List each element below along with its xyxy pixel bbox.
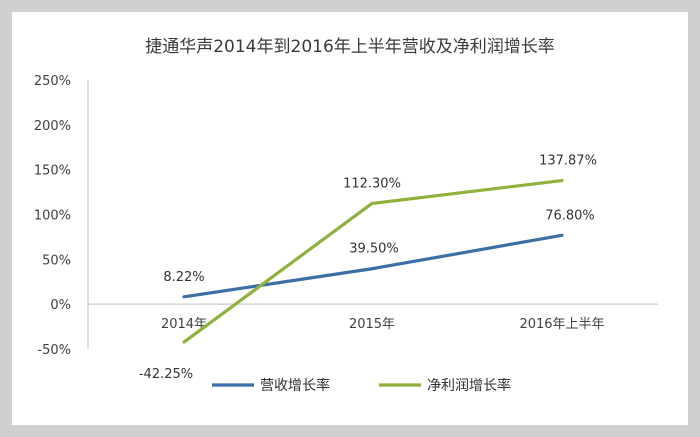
data-label: -42.25% bbox=[139, 367, 193, 382]
x-tick-label: 2014年 bbox=[161, 317, 207, 332]
chart-title: 捷通华声2014年到2016年上半年营收及净利润增长率 bbox=[145, 37, 555, 57]
data-label: 8.22% bbox=[163, 270, 204, 285]
y-tick-label: 150% bbox=[34, 164, 71, 179]
data-label: 137.87% bbox=[539, 154, 597, 169]
y-tick-label: 50% bbox=[42, 253, 71, 268]
y-tick-label: 200% bbox=[34, 119, 71, 134]
data-label: 39.50% bbox=[349, 242, 399, 257]
legend: 营收增长率 净利润增长率 bbox=[212, 377, 511, 394]
series-layer bbox=[182, 178, 564, 344]
data-label: 112.30% bbox=[343, 176, 401, 191]
y-tick-label: 250% bbox=[34, 74, 71, 89]
y-tick-label: -50% bbox=[37, 343, 71, 358]
line-chart: 捷通华声2014年到2016年上半年营收及净利润增长率 250% 200% 150%… bbox=[34, 37, 658, 394]
legend-label: 净利润增长率 bbox=[427, 377, 511, 394]
x-tick-label: 2015年 bbox=[349, 317, 395, 332]
chart-frame: 捷通华声2014年到2016年上半年营收及净利润增长率 250% 200% 150%… bbox=[12, 12, 688, 425]
data-labels: 8.22% 39.50% 76.80% -42.25% 112.30% 137.87% bbox=[139, 154, 597, 383]
y-tick-label: 0% bbox=[50, 298, 71, 313]
y-tick-label: 100% bbox=[34, 209, 71, 224]
legend-label: 营收增长率 bbox=[260, 377, 330, 394]
x-tick-label: 2016年上半年 bbox=[519, 317, 604, 332]
data-label: 76.80% bbox=[545, 208, 595, 223]
axes: 250% 200% 150% 100% 50% 0% -50% 2014年 2015年 2016年… bbox=[34, 74, 658, 358]
